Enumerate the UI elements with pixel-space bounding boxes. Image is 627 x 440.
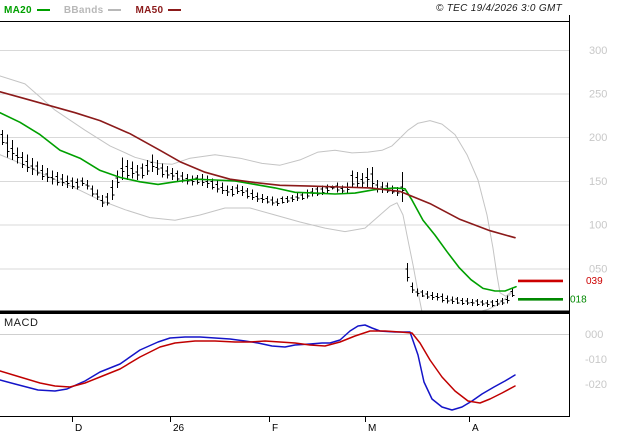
time-tick-label: F bbox=[272, 423, 278, 434]
legend-item-ma20: MA20 bbox=[4, 5, 50, 16]
macd-axis-labels: 000 -010 -020 bbox=[585, 329, 607, 391]
price-tick-label: 200 bbox=[589, 132, 607, 144]
bbands-upper-line bbox=[0, 75, 513, 297]
macd-tick-label: -010 bbox=[585, 354, 607, 366]
legend-item-bbands: BBands bbox=[64, 5, 122, 16]
indicator-legend: MA20 BBands MA50 bbox=[4, 3, 195, 17]
ma20-line bbox=[0, 111, 517, 292]
time-tick-label: A bbox=[472, 423, 479, 434]
last-value-label: 039 bbox=[586, 276, 603, 287]
moving-averages bbox=[0, 91, 517, 292]
price-tick-label: 250 bbox=[589, 89, 607, 101]
macd-line bbox=[0, 324, 516, 411]
legend-item-ma50: MA50 bbox=[135, 4, 182, 16]
price-tick-label: 150 bbox=[589, 176, 607, 188]
time-tick-label: D bbox=[75, 423, 82, 434]
bbands-lower-line bbox=[0, 154, 513, 313]
legend-dash-swatch bbox=[168, 9, 182, 11]
price-tick-label: 050 bbox=[589, 263, 607, 275]
legend-dash-swatch bbox=[108, 9, 122, 11]
legend-dash-swatch bbox=[36, 9, 50, 11]
candlestick-bars bbox=[0, 130, 515, 307]
legend-label: MA50 bbox=[135, 4, 164, 16]
ma50-line bbox=[0, 91, 516, 239]
time-axis: D 26 F M A bbox=[72, 417, 479, 434]
legend-label: BBands bbox=[63, 4, 104, 16]
panel-borders bbox=[0, 15, 570, 417]
macd-panel-title: MACD bbox=[4, 317, 39, 329]
last-value-markers: 039 018 bbox=[518, 276, 603, 305]
copyright-timestamp: © TEC 19/4/2026 3:0 GMT bbox=[436, 3, 562, 14]
panel-separator bbox=[0, 310, 569, 314]
macd-lines bbox=[0, 324, 516, 411]
bollinger-bands bbox=[0, 75, 513, 313]
time-tick-label: M bbox=[368, 423, 376, 434]
price-axis-labels: 300 250 200 150 100 050 bbox=[589, 45, 607, 275]
signal-line bbox=[0, 330, 516, 404]
last-value-label: 018 bbox=[570, 294, 587, 305]
price-tick-label: 100 bbox=[589, 220, 607, 232]
macd-tick-label: -020 bbox=[585, 379, 607, 391]
legend-label: MA20 bbox=[4, 4, 32, 16]
price-tick-label: 300 bbox=[589, 45, 607, 57]
gridlines bbox=[0, 49, 569, 335]
macd-tick-label: 000 bbox=[585, 329, 603, 341]
time-tick-label: 26 bbox=[173, 423, 185, 434]
